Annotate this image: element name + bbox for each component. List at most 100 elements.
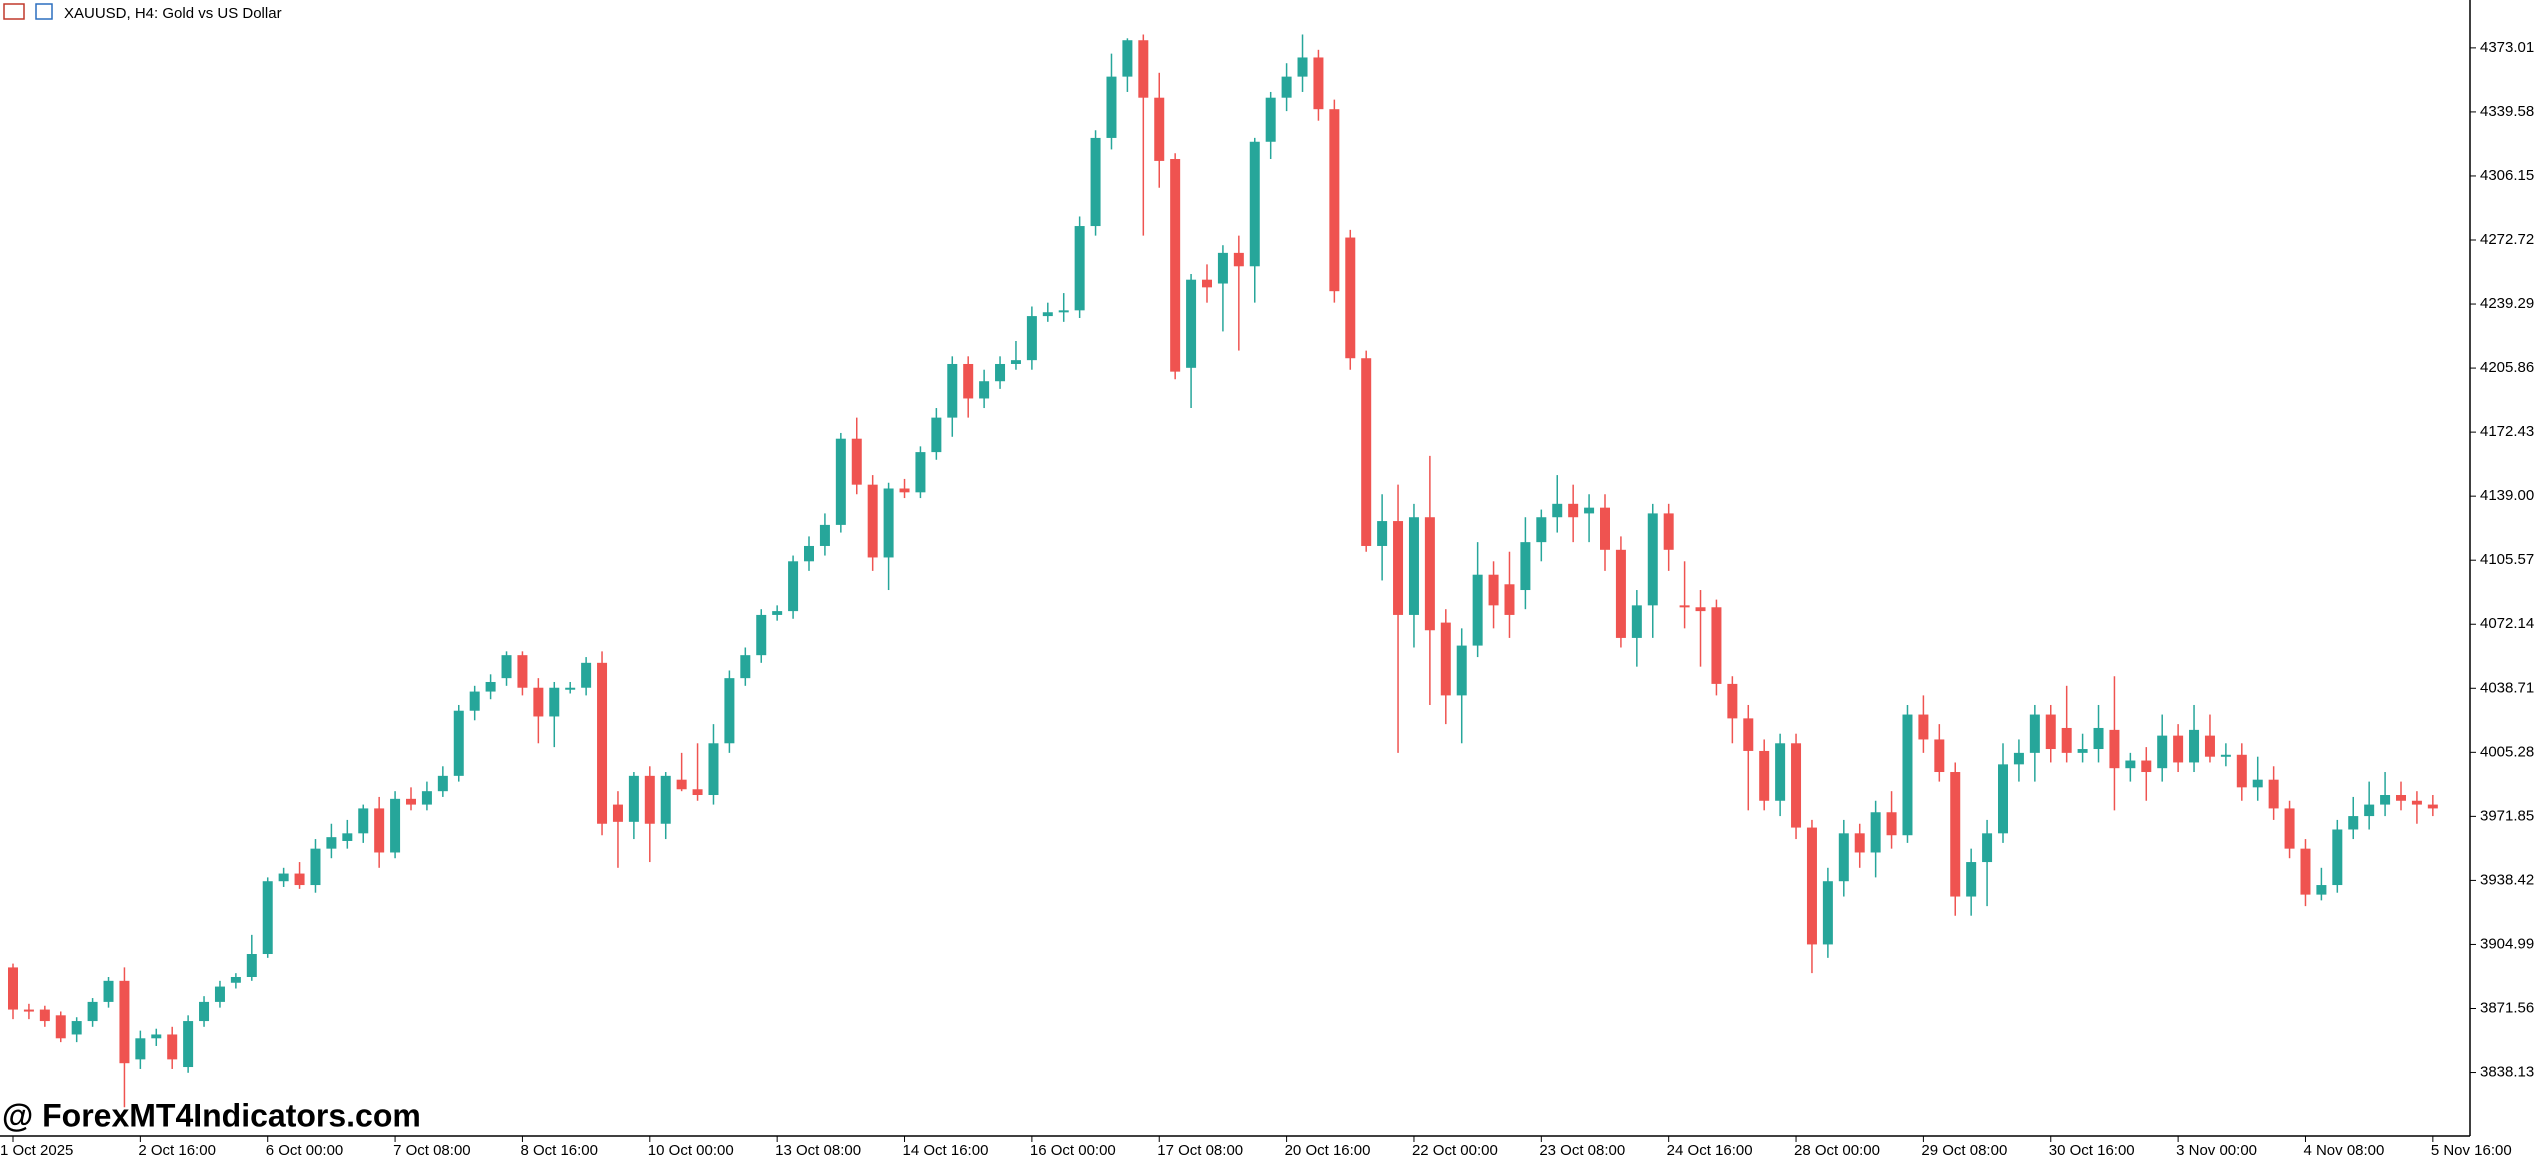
candle-body xyxy=(2236,754,2247,788)
candle-body xyxy=(2411,800,2422,805)
candle-body xyxy=(342,833,353,841)
candle-body xyxy=(581,662,592,688)
candle-body xyxy=(1058,310,1069,313)
candle-body xyxy=(1759,750,1770,801)
candle-body xyxy=(915,452,926,493)
x-tick-label: 4 Nov 08:00 xyxy=(2303,1142,2384,1159)
candle-body xyxy=(1329,109,1340,292)
x-tick-label: 20 Oct 16:00 xyxy=(1285,1142,1371,1159)
candle-body xyxy=(1647,513,1658,606)
candle-body xyxy=(2093,727,2104,750)
candle-body xyxy=(1408,517,1419,615)
x-tick-label: 13 Oct 08:00 xyxy=(775,1142,861,1159)
candle-body xyxy=(995,363,1006,382)
candle-body xyxy=(1822,881,1833,945)
candle-body xyxy=(1838,833,1849,882)
candle-body xyxy=(167,1034,178,1060)
candle-body xyxy=(517,655,528,688)
candle-body xyxy=(1966,862,1977,897)
candle-body xyxy=(1074,226,1085,311)
x-tick-label: 28 Oct 00:00 xyxy=(1794,1142,1880,1159)
candle-body xyxy=(1615,549,1626,638)
candle-body xyxy=(851,438,862,485)
candle-body xyxy=(2125,760,2136,769)
candle-body xyxy=(1663,513,1674,550)
candle-body xyxy=(135,1038,146,1060)
candle-body xyxy=(1217,252,1228,284)
candle-body xyxy=(612,804,623,822)
candle-body xyxy=(2427,804,2438,809)
candle-body xyxy=(2300,848,2311,895)
y-tick-label: 4205.86 xyxy=(2480,359,2534,376)
candle-body xyxy=(2396,795,2406,801)
candle-body xyxy=(1886,812,1897,836)
candle-body xyxy=(246,954,257,977)
candle-body xyxy=(931,417,942,453)
candle-body xyxy=(644,775,655,824)
watermark: @ ForexMT4Indicators.com xyxy=(2,1097,421,1133)
candle-body xyxy=(1265,97,1276,142)
candle-body xyxy=(8,967,18,1010)
x-tick-label: 14 Oct 16:00 xyxy=(903,1142,989,1159)
candle-body xyxy=(326,837,337,849)
candle-body xyxy=(485,681,496,692)
candle-body xyxy=(1536,517,1547,543)
icon xyxy=(35,3,53,20)
candle-body xyxy=(597,662,608,824)
candle-body xyxy=(1934,739,1945,773)
x-tick-label: 2 Oct 16:00 xyxy=(138,1142,216,1159)
candle-body xyxy=(199,1001,210,1022)
candle-body xyxy=(1170,159,1181,372)
x-tick-label: 8 Oct 16:00 xyxy=(520,1142,598,1159)
candle-body xyxy=(2364,804,2375,817)
candle-body xyxy=(71,1021,82,1035)
candle-body xyxy=(1026,316,1037,361)
y-tick-label: 4306.15 xyxy=(2480,167,2534,184)
x-tick-label: 10 Oct 00:00 xyxy=(648,1142,734,1159)
candle-body xyxy=(1918,714,1929,740)
icon xyxy=(3,3,25,20)
x-tick-label: 30 Oct 16:00 xyxy=(2049,1142,2135,1159)
candle-body xyxy=(1584,507,1595,514)
candle-body xyxy=(294,873,305,886)
candle-body xyxy=(740,655,751,679)
candle-body xyxy=(421,791,432,805)
candle-body xyxy=(1743,718,1754,751)
candle-body xyxy=(2252,779,2263,788)
candle-body xyxy=(1854,833,1865,853)
candle-body xyxy=(87,1001,98,1022)
x-tick-label: 1 Oct 2025 xyxy=(0,1142,73,1159)
candle-body xyxy=(2204,735,2215,757)
candle-body xyxy=(788,561,799,612)
candle-body xyxy=(660,775,671,824)
y-tick-label: 3871.56 xyxy=(2480,999,2534,1016)
candle-body xyxy=(151,1034,162,1039)
candle-body xyxy=(867,484,878,558)
candle-body xyxy=(390,798,401,853)
chart-title: XAUUSD, H4: Gold vs US Dollar xyxy=(64,5,282,22)
candle-body xyxy=(963,363,974,399)
candle-body xyxy=(819,524,830,546)
candle-body xyxy=(358,808,369,834)
candle-body xyxy=(1472,574,1483,646)
x-tick-label: 17 Oct 08:00 xyxy=(1157,1142,1243,1159)
candle-body xyxy=(2332,829,2343,886)
candle-body xyxy=(1600,507,1610,550)
x-tick-label: 7 Oct 08:00 xyxy=(393,1142,471,1159)
candle-body xyxy=(756,614,767,656)
y-tick-label: 3971.85 xyxy=(2480,807,2534,824)
candle-body xyxy=(1440,622,1451,696)
candle-body xyxy=(1393,521,1404,615)
candle-body xyxy=(1345,237,1356,359)
candle-body xyxy=(1106,76,1117,138)
y-tick-label: 4272.72 xyxy=(2480,231,2534,248)
candle-body xyxy=(1679,605,1690,608)
candle-body xyxy=(310,848,321,886)
candle-body xyxy=(899,488,910,493)
y-tick-label: 4339.58 xyxy=(2480,103,2534,120)
candle-body xyxy=(1090,137,1101,227)
candle-body xyxy=(1154,97,1165,161)
candle-body xyxy=(2380,795,2391,805)
y-tick-label: 3904.99 xyxy=(2480,935,2534,952)
